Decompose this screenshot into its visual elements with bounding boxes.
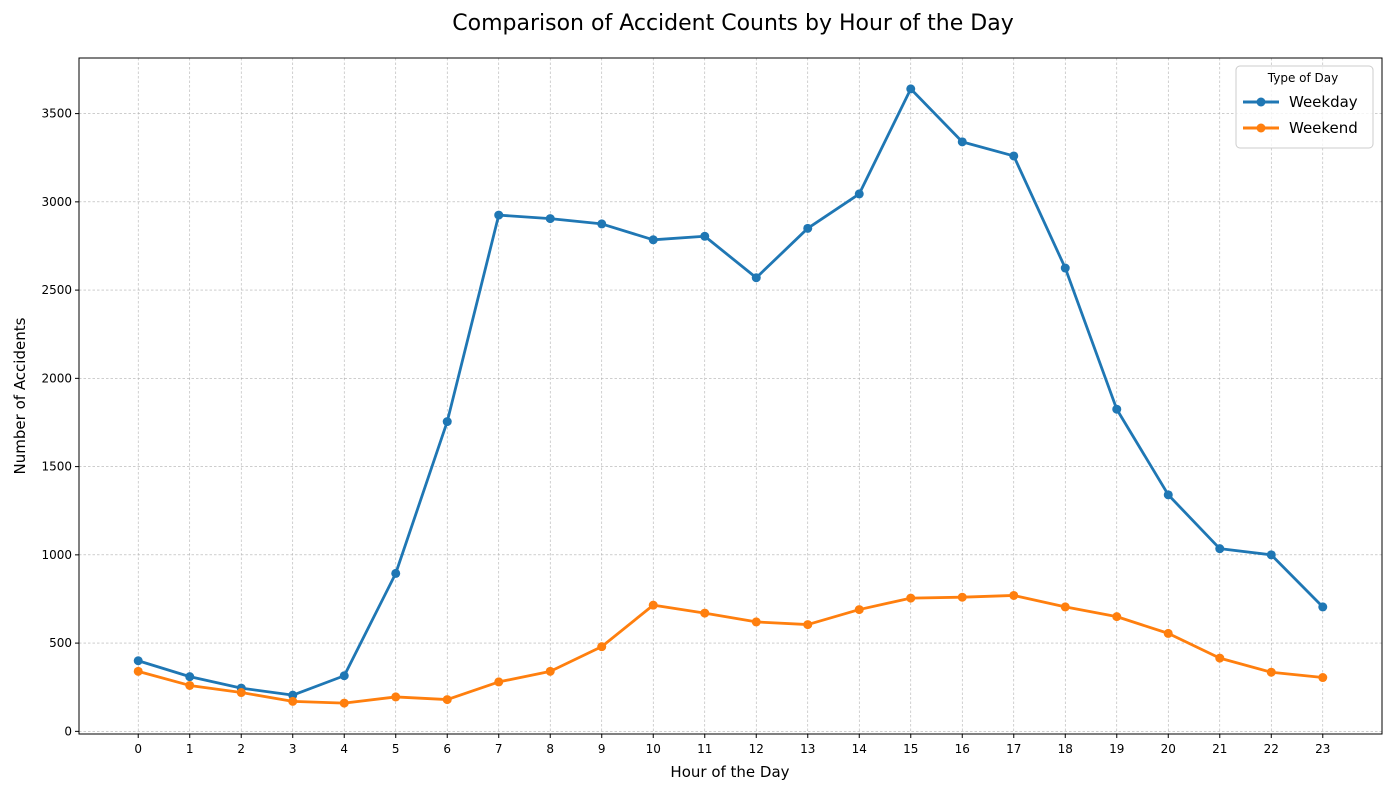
x-tick-label: 3	[289, 742, 297, 756]
x-tick-label: 6	[443, 742, 451, 756]
plot-frame	[78, 57, 1383, 735]
x-tick-label: 19	[1109, 742, 1124, 756]
data-point-weekend	[236, 688, 246, 698]
data-point-weekend	[1163, 628, 1173, 638]
data-point-weekday	[751, 273, 761, 283]
data-point-weekday	[185, 672, 195, 682]
legend-marker-weekend	[1256, 123, 1266, 133]
data-point-weekday	[545, 214, 555, 224]
y-tick-label: 1500	[41, 460, 72, 474]
y-tick-label: 2000	[41, 371, 72, 385]
data-point-weekend	[288, 696, 298, 706]
data-point-weekday	[1163, 490, 1173, 500]
data-point-weekend	[751, 617, 761, 627]
x-tick-label: 21	[1212, 742, 1227, 756]
data-point-weekday	[1266, 550, 1276, 560]
data-point-weekend	[545, 666, 555, 676]
data-point-weekday	[339, 671, 349, 681]
data-point-weekday	[1112, 404, 1122, 414]
x-tick-label: 15	[903, 742, 918, 756]
x-tick-label: 9	[598, 742, 606, 756]
x-tick-label: 2	[237, 742, 245, 756]
x-tick-label: 22	[1264, 742, 1279, 756]
data-point-weekday	[442, 417, 452, 427]
x-tick-label: 23	[1315, 742, 1330, 756]
x-tick-label: 0	[134, 742, 142, 756]
data-point-weekday	[391, 568, 401, 578]
data-point-weekend	[957, 592, 967, 602]
data-point-weekend	[1112, 612, 1122, 622]
x-tick-label: 11	[697, 742, 712, 756]
data-point-weekday	[854, 189, 864, 199]
data-point-weekday	[957, 137, 967, 147]
x-tick-label: 5	[392, 742, 400, 756]
data-point-weekend	[133, 666, 143, 676]
x-tick-label: 20	[1161, 742, 1176, 756]
data-point-weekday	[1318, 602, 1328, 612]
y-tick-label: 1000	[41, 548, 72, 562]
x-tick-label: 8	[546, 742, 554, 756]
series-line-weekday	[136, 87, 1325, 697]
data-point-weekday	[1060, 263, 1070, 273]
chart-title: Comparison of Accident Counts by Hour of…	[452, 11, 1013, 36]
x-axis-label: Hour of the Day	[670, 763, 789, 781]
x-tick-label: 13	[800, 742, 815, 756]
legend-label-weekend: Weekend	[1289, 119, 1358, 137]
data-point-weekend	[1266, 667, 1276, 677]
legend-marker-weekday	[1256, 97, 1266, 107]
x-tick-label: 16	[955, 742, 970, 756]
data-point-weekend	[648, 600, 658, 610]
legend-title: Type of Day	[1267, 71, 1338, 85]
data-point-weekend	[1215, 653, 1225, 663]
y-tick-label: 2500	[41, 283, 72, 297]
x-tick-label: 1	[186, 742, 194, 756]
data-point-weekday	[1009, 151, 1019, 161]
y-axis-label: Number of Accidents	[11, 317, 29, 474]
series-line-weekend	[136, 594, 1325, 705]
data-point-weekday	[648, 235, 658, 245]
x-tick-label: 14	[852, 742, 867, 756]
data-point-weekend	[1060, 602, 1070, 612]
y-tick-label: 3500	[41, 107, 72, 121]
data-point-weekend	[854, 605, 864, 615]
data-point-weekday	[906, 84, 916, 94]
series-lines	[133, 84, 1328, 708]
data-point-weekday	[700, 231, 710, 241]
x-axis-ticks: 0 1 2 3 4 5 6 7 8 9 10 11 12 13 14 15 16 17 18 19 20 21 22 23	[134, 734, 1330, 756]
y-tick-label: 3000	[41, 195, 72, 209]
data-point-weekend	[391, 692, 401, 702]
data-point-weekend	[1318, 673, 1328, 683]
x-tick-label: 7	[495, 742, 503, 756]
data-point-weekday	[597, 219, 607, 229]
y-tick-label: 0	[64, 724, 72, 738]
data-point-weekend	[339, 698, 349, 708]
data-point-weekday	[803, 223, 813, 233]
x-tick-label: 18	[1058, 742, 1073, 756]
data-point-weekend	[700, 608, 710, 618]
grid	[79, 58, 1382, 734]
data-point-weekend	[494, 677, 504, 687]
legend-label-weekday: Weekday	[1289, 93, 1358, 111]
x-tick-label: 17	[1006, 742, 1021, 756]
data-point-weekend	[185, 680, 195, 690]
data-point-weekday	[494, 210, 504, 220]
y-tick-label: 500	[49, 636, 72, 650]
legend: Type of Day Weekday Weekend	[1235, 65, 1374, 149]
data-point-weekday	[133, 656, 143, 666]
data-point-weekend	[1009, 590, 1019, 600]
y-axis-ticks: 0 500 1000 1500 2000 2500 3000 3500	[41, 107, 79, 738]
data-point-weekend	[442, 695, 452, 705]
x-tick-label: 12	[749, 742, 764, 756]
x-tick-label: 10	[646, 742, 661, 756]
data-point-weekday	[1215, 544, 1225, 554]
data-point-weekend	[597, 642, 607, 652]
data-point-weekday	[288, 690, 298, 700]
data-point-weekend	[906, 593, 916, 603]
data-point-weekend	[803, 620, 813, 630]
x-tick-label: 4	[340, 742, 348, 756]
